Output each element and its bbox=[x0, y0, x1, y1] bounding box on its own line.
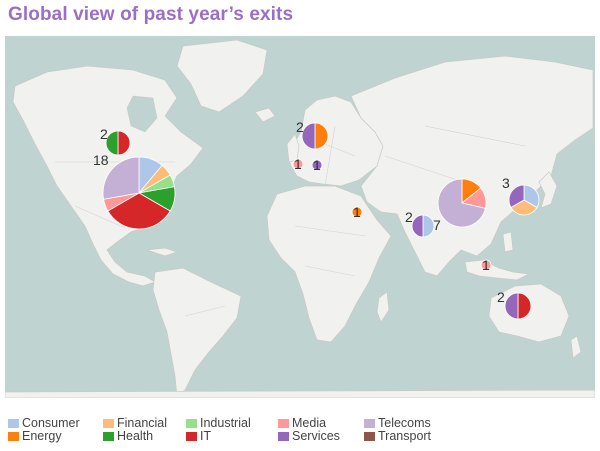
greenland-land bbox=[176, 39, 268, 113]
iceland-land bbox=[254, 107, 276, 123]
legend-label: Consumer bbox=[22, 416, 80, 430]
legend-item-services[interactable]: Services bbox=[278, 429, 340, 443]
uk-land bbox=[286, 133, 300, 163]
pie-slice-canada-it[interactable] bbox=[117, 130, 131, 156]
caribbean-land bbox=[146, 247, 179, 257]
legend-swatch-services bbox=[278, 431, 289, 441]
pie-label-usa: 18 bbox=[93, 152, 109, 168]
legend-item-industrial[interactable]: Industrial bbox=[186, 416, 251, 430]
pie-slice-china-telecoms[interactable] bbox=[437, 178, 486, 228]
legend-label: Telecoms bbox=[378, 416, 431, 430]
pie-slice-australia-it[interactable] bbox=[517, 292, 532, 320]
pie-india[interactable]: 2 bbox=[405, 209, 435, 238]
pie-canada[interactable]: 2 bbox=[100, 126, 131, 156]
pie-label-southeast-asia: 1 bbox=[482, 257, 490, 273]
borders-layer bbox=[55, 125, 526, 317]
pie-scandinavia[interactable]: 2 bbox=[296, 119, 329, 150]
pie-label-india: 2 bbox=[405, 209, 413, 225]
legend-label: IT bbox=[200, 429, 212, 443]
pie-slice-japan-korea-financial[interactable] bbox=[510, 199, 538, 216]
asia-land bbox=[350, 55, 594, 277]
philippines-land bbox=[502, 231, 514, 253]
pie-slice-uk-media[interactable] bbox=[292, 158, 304, 170]
pie-slice-canada-health[interactable] bbox=[105, 130, 119, 156]
legend-swatch-media bbox=[278, 418, 289, 428]
legend-label: Energy bbox=[22, 429, 62, 443]
pie-slice-central-europe-services[interactable] bbox=[311, 159, 323, 171]
legend: Consumer Energy Financial Health Industrial I… bbox=[8, 416, 598, 450]
pie-slice-japan-korea-services[interactable] bbox=[508, 184, 525, 209]
legend-label: Services bbox=[292, 429, 340, 443]
africa-land bbox=[266, 185, 392, 343]
legend-swatch-energy bbox=[8, 431, 19, 441]
pie-central-europe[interactable]: 1 bbox=[311, 157, 323, 173]
pie-label-scandinavia: 2 bbox=[296, 119, 304, 135]
pie-middle-east[interactable]: 1 bbox=[351, 204, 363, 220]
pie-uk[interactable]: 1 bbox=[292, 156, 304, 172]
pie-slice-middle-east-energy[interactable] bbox=[351, 206, 363, 218]
legend-label: Transport bbox=[378, 429, 432, 443]
pie-slice-southeast-asia-media[interactable] bbox=[480, 259, 492, 271]
pie-slice-scandinavia-energy[interactable] bbox=[314, 122, 329, 150]
legend-item-health[interactable]: Health bbox=[103, 429, 153, 443]
new-zealand-land bbox=[570, 335, 582, 359]
pie-slice-usa-telecoms[interactable] bbox=[102, 156, 140, 200]
pie-usa[interactable]: 18 bbox=[93, 152, 176, 230]
pie-slice-australia-services[interactable] bbox=[504, 292, 519, 320]
legend-item-media[interactable]: Media bbox=[278, 416, 326, 430]
legend-label: Health bbox=[117, 429, 154, 443]
legend-item-energy[interactable]: Energy bbox=[8, 429, 62, 443]
legend-swatch-health bbox=[103, 431, 114, 441]
legend-item-consumer[interactable]: Consumer bbox=[8, 416, 80, 430]
pie-label-central-europe: 1 bbox=[313, 157, 321, 173]
pie-china[interactable]: 7 bbox=[433, 178, 487, 233]
pie-label-canada: 2 bbox=[100, 126, 108, 142]
legend-item-transport[interactable]: Transport bbox=[364, 429, 431, 443]
legend-swatch-transport bbox=[364, 431, 375, 441]
pie-label-uk: 1 bbox=[294, 156, 302, 172]
madagascar-land bbox=[376, 291, 390, 323]
legend-swatch-consumer bbox=[8, 418, 19, 428]
south-america-land bbox=[152, 267, 242, 397]
pie-label-japan-korea: 3 bbox=[502, 175, 510, 191]
legend-label: Industrial bbox=[200, 416, 251, 430]
pie-label-middle-east: 1 bbox=[353, 204, 361, 220]
japan-land bbox=[538, 171, 558, 209]
pie-slice-india-services[interactable] bbox=[411, 214, 424, 238]
antarctica-land bbox=[5, 389, 595, 398]
pie-label-australia: 2 bbox=[497, 289, 505, 305]
legend-swatch-financial bbox=[103, 418, 114, 428]
pie-southeast-asia[interactable]: 1 bbox=[480, 257, 492, 273]
legend-label: Financial bbox=[117, 416, 168, 430]
land-layer bbox=[5, 39, 595, 398]
legend-item-telecoms[interactable]: Telecoms bbox=[364, 416, 431, 430]
pie-slice-scandinavia-services[interactable] bbox=[301, 122, 316, 150]
indonesia-land bbox=[464, 259, 531, 281]
pie-label-china: 7 bbox=[433, 217, 441, 233]
legend-swatch-telecoms bbox=[364, 418, 375, 428]
pie-slice-india-consumer[interactable] bbox=[422, 214, 435, 238]
legend-item-it[interactable]: IT bbox=[186, 429, 211, 443]
pie-japan-korea[interactable]: 3 bbox=[502, 175, 540, 216]
legend-swatch-it bbox=[186, 431, 197, 441]
chart-title: Global view of past year’s exits bbox=[8, 4, 294, 25]
legend-item-financial[interactable]: Financial bbox=[103, 416, 167, 430]
pie-australia[interactable]: 2 bbox=[497, 289, 532, 320]
world-map[interactable]: 2 18 2 1 1 1 2 7 3 1 2 bbox=[5, 36, 595, 398]
legend-label: Media bbox=[292, 416, 327, 430]
legend-swatch-industrial bbox=[186, 418, 197, 428]
